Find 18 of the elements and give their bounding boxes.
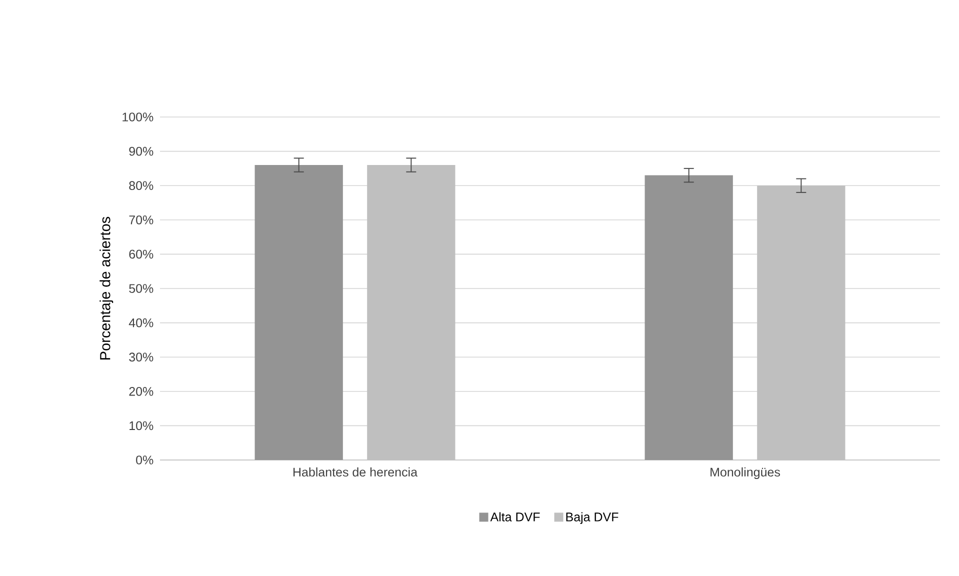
- y-tick-label: 40%: [128, 318, 154, 328]
- legend-label: Alta DVF: [490, 512, 540, 522]
- bar: [644, 175, 733, 460]
- y-tick-label: 20%: [129, 386, 154, 396]
- x-tick-label: Monolingües: [710, 467, 780, 480]
- x-tick-label: Hablantes de herencia: [293, 467, 418, 477]
- bar: [254, 165, 343, 460]
- y-tick-label: 90%: [129, 146, 154, 156]
- y-tick-label: 80%: [129, 181, 154, 190]
- legend-label: Baja DVF: [566, 512, 618, 524]
- y-tick-label: 50%: [129, 284, 154, 293]
- y-axis-title: Porcentaje de aciertos: [100, 216, 114, 360]
- y-tick-label: 10%: [130, 421, 154, 430]
- y-tick-label: 70%: [129, 215, 154, 224]
- y-tick-label: 60%: [129, 250, 154, 259]
- y-tick-label: 30%: [129, 352, 154, 362]
- y-tick-label: 100%: [122, 112, 154, 122]
- y-tick-label: 0%: [136, 456, 154, 464]
